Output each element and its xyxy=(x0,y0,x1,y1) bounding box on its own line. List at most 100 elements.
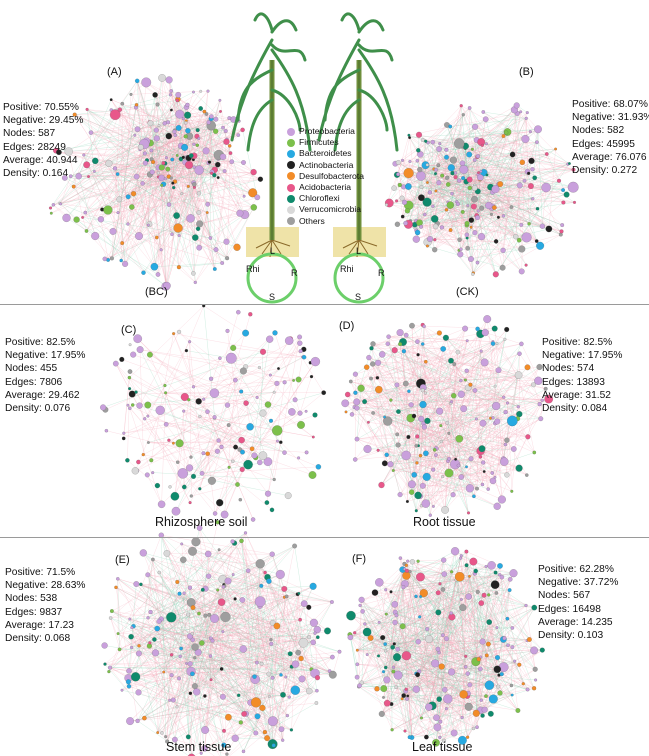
phylum-legend: Proteobacteria Firmicutes Bacteroidetes Act… xyxy=(287,126,364,227)
stat-positive: Positive: 70.55% xyxy=(3,102,79,113)
compartment-label-rhi-left: Rhi xyxy=(246,264,260,274)
legend-item: Bacteroidetes xyxy=(287,148,364,159)
legend-label: Others xyxy=(299,215,325,226)
network-stats-d: Positive: 82.5% Negative: 17.95% Nodes: … xyxy=(542,336,622,415)
network-graph-d xyxy=(341,315,553,517)
stat-edges: Edges: 28249 xyxy=(3,141,66,153)
stat-density: Density: 0.103 xyxy=(538,630,604,642)
network-graph-e xyxy=(101,520,342,756)
legend-label: Acidobacteria xyxy=(299,182,352,193)
stat-nodes: Nodes: 574 xyxy=(542,363,595,375)
legend-label: Proteobacteria xyxy=(299,126,355,136)
network-graph-b xyxy=(384,102,579,278)
stat-density: Density: 0.068 xyxy=(5,633,71,645)
network-stats-f: Positive: 62.28% Negative: 37.72% Nodes:… xyxy=(538,563,618,642)
legend-label: Firmicutes xyxy=(299,137,339,148)
stat-edges: Edges: 13893 xyxy=(542,376,605,388)
stat-density: Density: 0.164 xyxy=(3,168,69,180)
legend-swatch xyxy=(287,161,295,170)
panel-caption-rhizosphere-soil: Rhizosphere soil xyxy=(155,515,248,529)
network-stats-c: Positive: 82.5% Negative: 17.95% Nodes: … xyxy=(5,336,85,415)
stat-negative: Negative: 29.45% xyxy=(3,115,84,127)
panel-label-b: (B) xyxy=(519,66,534,78)
stat-negative: Negative: 17.95% xyxy=(5,350,86,362)
legend-label: Bacteroidetes xyxy=(299,148,352,159)
panel-label-d: (D) xyxy=(339,320,355,332)
stat-negative: Negative: 31.93% xyxy=(572,112,649,124)
legend-item: Firmicutes xyxy=(287,137,364,148)
stat-positive: Positive: 71.5% xyxy=(5,567,76,578)
legend-swatch xyxy=(287,150,295,158)
legend-swatch xyxy=(287,194,295,203)
stat-density: Density: 0.084 xyxy=(542,403,608,415)
legend-swatch xyxy=(287,206,295,215)
plant-illustration-right xyxy=(317,12,399,304)
network-graph-c xyxy=(100,304,327,522)
legend-item: Proteobacteria xyxy=(287,126,364,137)
legend-swatch xyxy=(287,138,295,147)
legend-item: Others xyxy=(287,216,364,227)
stat-average: Average: 31.52 xyxy=(542,389,611,401)
legend-swatch xyxy=(287,172,295,181)
divider-top xyxy=(0,304,649,305)
compartment-label-L-left: L xyxy=(270,246,276,256)
compartment-label-R-right: R xyxy=(378,268,385,278)
stat-negative: Negative: 17.95% xyxy=(542,350,623,362)
legend-label: Chloroflexi xyxy=(299,193,340,204)
plant-illustration-left xyxy=(230,12,312,304)
panel-caption-stem-tissue: Stem tissue xyxy=(166,740,232,754)
stat-average: Average: 14.235 xyxy=(538,616,613,628)
panel-label-a: (A) xyxy=(107,66,122,78)
panel-label-f: (F) xyxy=(352,553,367,565)
legend-label: Actinobacteria xyxy=(299,159,354,170)
compartment-label-S-right: S xyxy=(355,292,362,302)
network-stats-b: Positive: 68.07% Negative: 31.93% Nodes:… xyxy=(572,98,649,177)
panel-caption-root-tissue: Root tissue xyxy=(413,515,476,529)
panel-sublabel-ck: (CK) xyxy=(456,286,479,298)
stat-average: Average: 76.076 xyxy=(572,151,647,163)
stat-average: Average: 17.23 xyxy=(5,619,74,631)
network-stats-e: Positive: 71.5% Negative: 28.63% Nodes: … xyxy=(5,566,85,645)
legend-item: Verrucomicrobia xyxy=(287,204,364,215)
stat-average: Average: 29.462 xyxy=(5,389,80,401)
legend-item: Actinobacteria xyxy=(287,160,364,171)
stat-nodes: Nodes: 538 xyxy=(5,593,58,605)
stat-edges: Edges: 16498 xyxy=(538,603,601,615)
compartment-label-S-left: S xyxy=(269,292,276,302)
stat-nodes: Nodes: 455 xyxy=(5,363,58,375)
stat-nodes: Nodes: 587 xyxy=(3,128,56,140)
panel-caption-leaf-tissue: Leaf tissue xyxy=(412,740,473,754)
legend-swatch xyxy=(287,127,295,136)
stat-nodes: Nodes: 582 xyxy=(572,125,625,137)
compartment-label-L-right: L xyxy=(356,246,362,256)
compartment-label-R-left: R xyxy=(291,268,298,278)
compartment-label-rhi-right: Rhi xyxy=(340,264,354,274)
legend-item: Chloroflexi xyxy=(287,193,364,204)
stat-nodes: Nodes: 567 xyxy=(538,590,591,602)
stat-negative: Negative: 28.63% xyxy=(5,580,86,592)
stat-positive: Positive: 82.5% xyxy=(5,337,76,348)
stat-edges: Edges: 9837 xyxy=(5,606,63,618)
network-stats-a: Positive: 70.55% Negative: 29.45% Nodes:… xyxy=(3,101,83,180)
panel-label-c: (C) xyxy=(121,324,137,336)
legend-swatch xyxy=(287,217,295,226)
divider-middle xyxy=(0,537,649,538)
stat-density: Density: 0.076 xyxy=(5,403,71,415)
stat-density: Density: 0.272 xyxy=(572,165,638,177)
legend-label: Desulfobacterota xyxy=(299,170,364,181)
stat-average: Average: 40.944 xyxy=(3,154,78,166)
legend-label: Verrucomicrobia xyxy=(299,204,362,215)
panel-sublabel-bc: (BC) xyxy=(145,286,168,298)
stat-negative: Negative: 37.72% xyxy=(538,577,619,589)
stat-positive: Positive: 82.5% xyxy=(542,337,613,348)
panel-label-e: (E) xyxy=(115,554,130,566)
stat-positive: Positive: 62.28% xyxy=(538,564,614,575)
network-graph-a xyxy=(48,74,263,291)
stat-positive: Positive: 68.07% xyxy=(572,99,648,110)
legend-item: Desulfobacterota xyxy=(287,171,364,182)
legend-swatch xyxy=(287,183,295,192)
network-graph-f xyxy=(346,547,545,747)
stat-edges: Edges: 7806 xyxy=(5,376,63,388)
legend-item: Acidobacteria xyxy=(287,182,364,193)
